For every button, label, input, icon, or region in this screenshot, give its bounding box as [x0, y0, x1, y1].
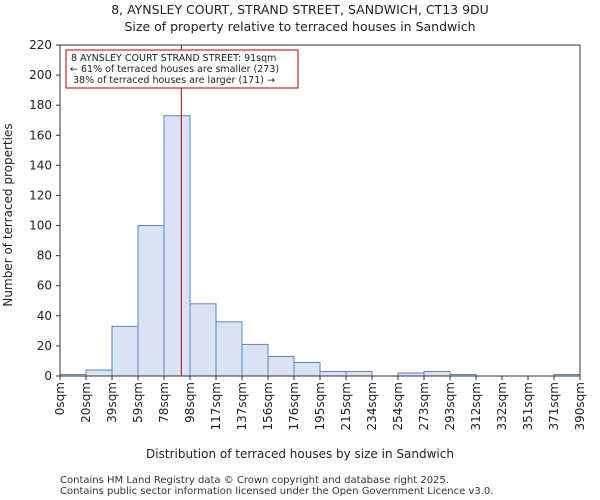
y-tick-label: 180 [29, 98, 52, 112]
bars-group [59, 115, 581, 377]
y-tick-label: 120 [29, 188, 52, 202]
annotation-border [65, 49, 299, 89]
y-tick-label: 100 [29, 219, 52, 233]
x-tick-label: 59sqm [131, 382, 145, 423]
y-tick-label: 0 [44, 369, 52, 383]
y-tick-label: 220 [29, 38, 52, 52]
y-tick-label: 20 [37, 339, 52, 353]
bar-98sqm [189, 303, 217, 377]
x-tick-label: 195sqm [313, 382, 327, 430]
bar-20sqm [85, 369, 113, 377]
bar-215sqm [345, 370, 373, 377]
bar-273sqm [423, 370, 451, 377]
x-tick-label: 39sqm [105, 382, 119, 423]
y-tick-label: 140 [29, 158, 52, 172]
x-tick-label: 351sqm [521, 382, 535, 430]
x-axis-ticks: 0sqm 20sqm 39sqm 59sqm 78sqm 98sqm 117sqm 137sq… [53, 376, 587, 430]
x-tick-label: 371sqm [547, 382, 561, 430]
x-tick-label: 117sqm [209, 382, 223, 430]
plot-frame [59, 44, 581, 377]
y-tick-label: 160 [29, 128, 52, 142]
bar-117sqm [215, 321, 243, 377]
bar-176sqm [293, 361, 321, 377]
x-tick-label: 312sqm [469, 382, 483, 430]
x-tick-label: 156sqm [261, 382, 275, 430]
y-tick-label: 40 [37, 309, 52, 323]
bar-137sqm [241, 343, 269, 377]
chart-title: 8, AYNSLEY COURT, STRAND STREET, SANDWIC… [111, 2, 489, 17]
y-axis-label: Number of terraced properties [1, 123, 15, 306]
x-tick-label: 215sqm [339, 382, 353, 430]
x-tick-label: 137sqm [235, 382, 249, 430]
y-tick-label: 80 [37, 249, 52, 263]
x-tick-label: 390sqm [573, 382, 587, 430]
x-tick-label: 332sqm [495, 382, 509, 430]
bar-156sqm [267, 355, 295, 377]
x-axis-label: Distribution of terraced houses by size … [146, 447, 454, 461]
x-tick-label: 273sqm [417, 382, 431, 430]
x-tick-label: 0sqm [53, 382, 67, 415]
x-tick-label: 254sqm [391, 382, 405, 430]
annotation-line-2: ← 61% of terraced houses are smaller (27… [70, 64, 279, 75]
chart-subtitle: Size of property relative to terraced ho… [124, 19, 475, 34]
annotation-line-3: 38% of terraced houses are larger (171) … [73, 75, 275, 86]
x-tick-label: 20sqm [79, 382, 93, 423]
bar-78sqm [163, 115, 191, 377]
x-tick-label: 78sqm [157, 382, 171, 423]
annotation-line-1: 8 AYNSLEY COURT STRAND STREET: 91sqm [71, 53, 276, 64]
footer-line-1: Contains HM Land Registry data © Crown c… [60, 475, 449, 486]
x-tick-label: 234sqm [365, 382, 379, 430]
footer-line-2: Contains public sector information licen… [60, 486, 493, 497]
y-tick-label: 60 [37, 279, 52, 293]
x-tick-label: 98sqm [183, 382, 197, 423]
bar-39sqm [111, 325, 139, 377]
annotation-box: 8 AYNSLEY COURT STRAND STREET: 91sqm ← 6… [65, 49, 299, 89]
y-axis-ticks: 0 20 40 60 80 100 120 140 160 180 200 220 [29, 38, 60, 383]
bar-195sqm [319, 370, 347, 377]
x-tick-label: 293sqm [443, 382, 457, 430]
y-tick-label: 200 [29, 68, 52, 82]
bar-59sqm [137, 225, 165, 377]
x-tick-label: 176sqm [287, 382, 301, 430]
